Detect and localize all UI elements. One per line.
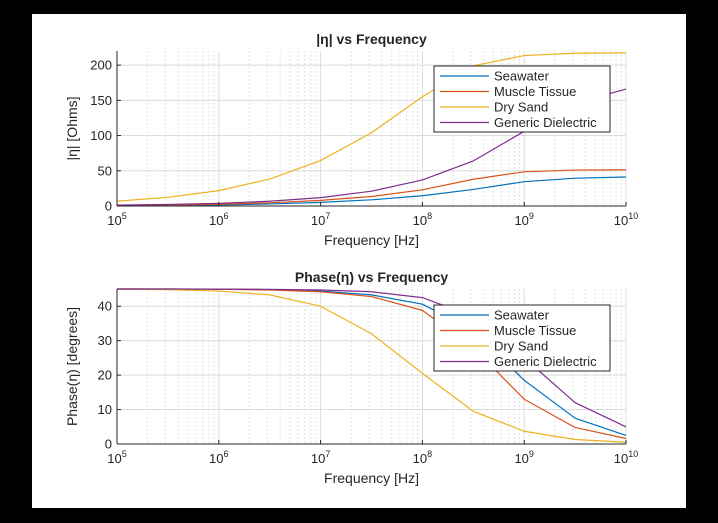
y-tick-label: 0: [105, 199, 112, 214]
x-tick-label: 109: [514, 449, 533, 466]
x-tick-label: 109: [514, 211, 533, 228]
chart-title: |η| vs Frequency: [316, 31, 427, 47]
x-axis-label: Frequency [Hz]: [324, 232, 419, 248]
series-line-3: [116, 288, 627, 443]
y-tick-label: 150: [90, 93, 112, 108]
x-tick-label: 108: [413, 449, 432, 466]
x-ticks: 105 106 107 108 109 1010: [107, 440, 638, 466]
x-tick-label: 105: [107, 211, 126, 228]
series-line-4: [117, 288, 627, 428]
x-tick-label: 108: [413, 211, 432, 228]
x-tick-label: 1010: [614, 449, 638, 466]
legend-label: Dry Sand: [494, 100, 548, 115]
chart-1: 105 106 107 108 109 1010 0 50 100 150 200 |η| vs Fr…: [64, 31, 638, 248]
y-tick-label: 10: [98, 402, 112, 417]
chart-title: Phase(η) vs Frequency: [295, 269, 448, 285]
legend-label: Seawater: [494, 308, 550, 323]
x-tick-label: 106: [209, 211, 228, 228]
x-tick-label: 105: [107, 449, 126, 466]
y-tick-label: 30: [98, 333, 112, 348]
x-tick-label: 106: [209, 449, 228, 466]
y-tick-label: 50: [98, 163, 112, 178]
x-ticks: 105 106 107 108 109 1010: [107, 202, 638, 228]
legend-label: Dry Sand: [494, 339, 548, 354]
legend-label: Muscle Tissue: [494, 84, 576, 99]
chart-2: 105 106 107 108 109 1010 0 10 20 30 40 Phase(η) vs …: [64, 269, 638, 486]
y-axis-label: Phase(η) [degrees]: [64, 307, 80, 426]
series-line-3: [116, 52, 627, 202]
figure: 105 106 107 108 109 1010 0 50 100 150 200 |η| vs Fr…: [32, 14, 686, 508]
x-axis-label: Frequency [Hz]: [324, 470, 419, 486]
y-axis-label: |η| [Ohms]: [64, 96, 80, 160]
legend-label: Muscle Tissue: [494, 323, 576, 338]
legend-box: [433, 304, 611, 372]
x-tick-label: 107: [311, 449, 330, 466]
series-line-2: [116, 169, 627, 207]
y-tick-label: 40: [98, 299, 112, 314]
series-group: [116, 288, 627, 443]
legend-box: [433, 65, 611, 133]
x-tick-label: 1010: [614, 211, 638, 228]
legend-label: Generic Dielectric: [494, 115, 597, 130]
legend-label: Seawater: [494, 69, 550, 84]
y-tick-label: 0: [105, 437, 112, 452]
x-tick-label: 107: [311, 211, 330, 228]
legend-label: Generic Dielectric: [494, 354, 597, 369]
y-ticks: 0 50 100 150 200: [90, 58, 121, 214]
y-ticks: 0 10 20 30 40: [98, 299, 121, 452]
y-tick-label: 20: [98, 368, 112, 383]
y-tick-label: 100: [90, 128, 112, 143]
y-tick-label: 200: [90, 58, 112, 73]
